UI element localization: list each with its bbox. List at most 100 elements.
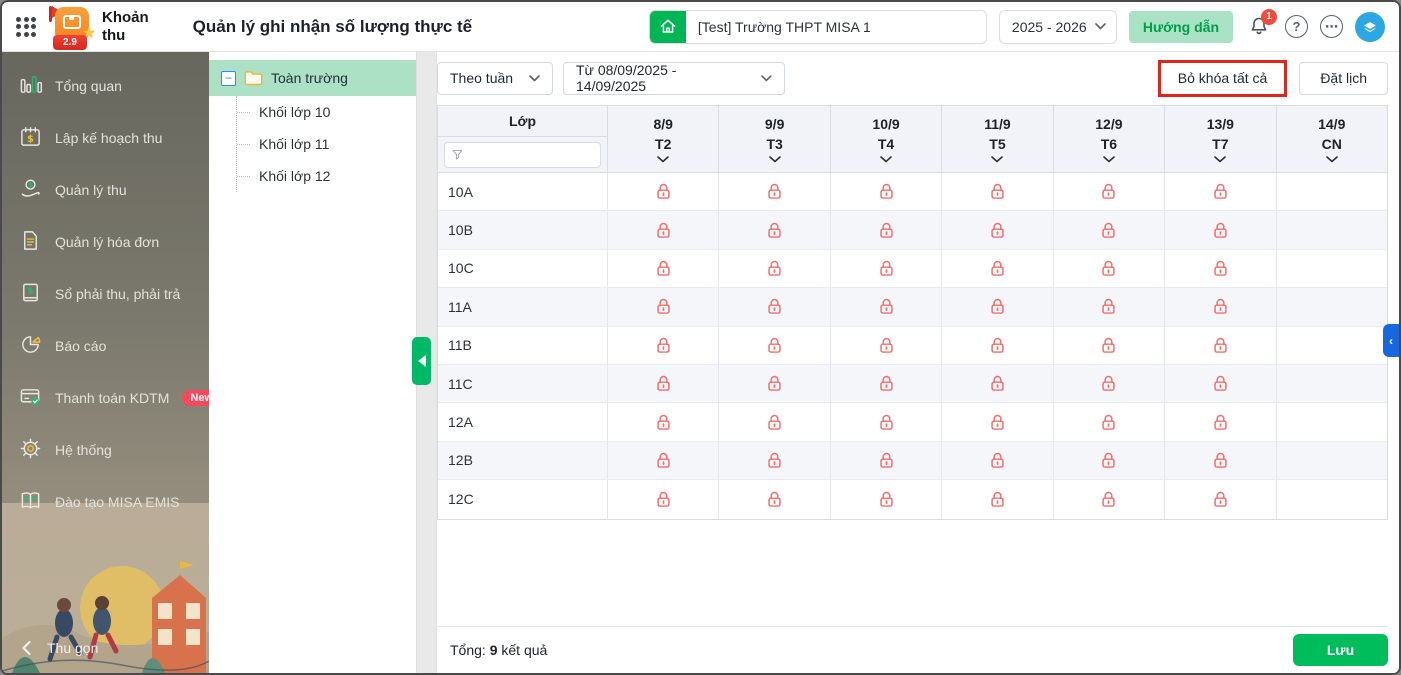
- locked-cell[interactable]: [608, 403, 720, 441]
- locked-cell[interactable]: [1054, 480, 1166, 519]
- locked-cell[interactable]: [942, 249, 1054, 288]
- sidebar-item-calendar-money[interactable]: $ Lập kế hoạch thu: [2, 112, 209, 164]
- chevron-down-icon[interactable]: [991, 155, 1004, 163]
- locked-cell[interactable]: [1165, 480, 1277, 519]
- locked-cell[interactable]: [608, 364, 720, 403]
- locked-cell[interactable]: [1165, 173, 1277, 211]
- locked-cell[interactable]: [942, 441, 1054, 480]
- sidebar-item-invoice[interactable]: Quản lý hóa đơn: [2, 216, 209, 268]
- lock-icon[interactable]: [764, 489, 785, 510]
- help-icon[interactable]: ?: [1285, 15, 1308, 38]
- locked-cell[interactable]: [942, 480, 1054, 519]
- lock-icon[interactable]: [1098, 220, 1119, 241]
- sidebar-item-gear[interactable]: Hệ thống: [2, 424, 209, 476]
- lock-icon[interactable]: [987, 412, 1008, 433]
- locked-cell[interactable]: [942, 211, 1054, 249]
- lock-icon[interactable]: [653, 412, 674, 433]
- locked-cell[interactable]: [1054, 249, 1166, 288]
- sidebar-item-hand-money[interactable]: $ Quản lý thu: [2, 164, 209, 216]
- locked-cell[interactable]: [608, 249, 720, 288]
- lock-icon[interactable]: [987, 373, 1008, 394]
- lock-icon[interactable]: [876, 258, 897, 279]
- lock-icon[interactable]: [1098, 181, 1119, 202]
- lock-icon[interactable]: [1098, 296, 1119, 317]
- lock-icon[interactable]: [653, 181, 674, 202]
- lock-icon[interactable]: [764, 335, 785, 356]
- right-panel-expand-handle[interactable]: ‹: [1383, 324, 1399, 357]
- sidebar-item-pie-chart[interactable]: Báo cáo: [2, 320, 209, 372]
- chevron-down-icon[interactable]: [1214, 155, 1227, 163]
- lock-icon[interactable]: [1098, 373, 1119, 394]
- lock-icon[interactable]: [876, 220, 897, 241]
- lock-icon[interactable]: [764, 181, 785, 202]
- date-column-header[interactable]: 12/9 T6: [1054, 106, 1166, 172]
- locked-cell[interactable]: [831, 173, 943, 211]
- empty-cell[interactable]: [1277, 442, 1387, 479]
- empty-cell[interactable]: [1277, 327, 1387, 364]
- chevron-down-icon[interactable]: [1325, 155, 1338, 163]
- locked-cell[interactable]: [1165, 441, 1277, 480]
- lock-icon[interactable]: [653, 373, 674, 394]
- locked-cell[interactable]: [1054, 288, 1166, 326]
- school-selector[interactable]: [Test] Trường THPT MISA 1: [648, 9, 987, 44]
- period-filter-select[interactable]: Theo tuần: [437, 61, 553, 95]
- lock-icon[interactable]: [1098, 258, 1119, 279]
- lock-icon[interactable]: [1210, 373, 1231, 394]
- lock-icon[interactable]: [653, 220, 674, 241]
- lock-icon[interactable]: [764, 412, 785, 433]
- locked-cell[interactable]: [719, 441, 831, 480]
- date-column-header[interactable]: 8/9 T2: [608, 106, 720, 172]
- locked-cell[interactable]: [608, 288, 720, 326]
- lock-icon[interactable]: [876, 335, 897, 356]
- locked-cell[interactable]: [608, 480, 720, 519]
- locked-cell[interactable]: [831, 288, 943, 326]
- lock-icon[interactable]: [1098, 489, 1119, 510]
- empty-cell[interactable]: [1277, 288, 1387, 325]
- lock-icon[interactable]: [1210, 181, 1231, 202]
- locked-cell[interactable]: [719, 480, 831, 519]
- sidebar-item-training-book[interactable]: Đào tạo MISA EMIS: [2, 476, 209, 528]
- lock-icon[interactable]: [764, 450, 785, 471]
- chevron-down-icon[interactable]: [880, 155, 892, 163]
- lock-icon[interactable]: [1210, 258, 1231, 279]
- lock-icon[interactable]: [1098, 335, 1119, 356]
- notification-bell-icon[interactable]: 1: [1245, 8, 1277, 41]
- lock-icon[interactable]: [764, 296, 785, 317]
- sidebar-item-ledger[interactable]: $ Sổ phải thu, phải trả: [2, 268, 209, 320]
- locked-cell[interactable]: [719, 326, 831, 364]
- school-year-selector[interactable]: 2025 - 2026: [998, 9, 1117, 44]
- empty-cell[interactable]: [1277, 211, 1387, 248]
- chevron-down-icon[interactable]: [1103, 155, 1115, 163]
- chevron-down-icon[interactable]: [768, 155, 781, 163]
- locked-cell[interactable]: [1165, 326, 1277, 364]
- locked-cell[interactable]: [942, 173, 1054, 211]
- locked-cell[interactable]: [942, 288, 1054, 326]
- empty-cell[interactable]: [1277, 480, 1387, 518]
- date-column-header[interactable]: 10/9 T4: [831, 106, 943, 172]
- locked-cell[interactable]: [831, 364, 943, 403]
- locked-cell[interactable]: [1054, 326, 1166, 364]
- lock-icon[interactable]: [653, 335, 674, 356]
- lock-icon[interactable]: [876, 412, 897, 433]
- user-avatar[interactable]: [1355, 11, 1385, 42]
- date-range-select[interactable]: Từ 08/09/2025 - 14/09/2025: [563, 61, 785, 95]
- lock-icon[interactable]: [987, 220, 1008, 241]
- lock-icon[interactable]: [987, 450, 1008, 471]
- locked-cell[interactable]: [942, 326, 1054, 364]
- lock-icon[interactable]: [876, 489, 897, 510]
- lock-icon[interactable]: [653, 450, 674, 471]
- locked-cell[interactable]: [1054, 364, 1166, 403]
- lock-icon[interactable]: [876, 373, 897, 394]
- tree-collapse-minus-icon[interactable]: −: [221, 70, 236, 86]
- tree-node-child[interactable]: Khối lớp 11: [237, 128, 416, 160]
- locked-cell[interactable]: [719, 288, 831, 326]
- sidebar-item-bar-chart[interactable]: Tổng quan: [2, 60, 209, 112]
- schedule-button[interactable]: Đặt lịch: [1299, 61, 1388, 95]
- tree-scrollbar-track[interactable]: [412, 52, 436, 673]
- lock-icon[interactable]: [1210, 335, 1231, 356]
- empty-cell[interactable]: [1277, 173, 1387, 210]
- lock-icon[interactable]: [653, 296, 674, 317]
- lock-icon[interactable]: [876, 450, 897, 471]
- tree-node-child[interactable]: Khối lớp 10: [237, 96, 416, 128]
- lock-icon[interactable]: [876, 181, 897, 202]
